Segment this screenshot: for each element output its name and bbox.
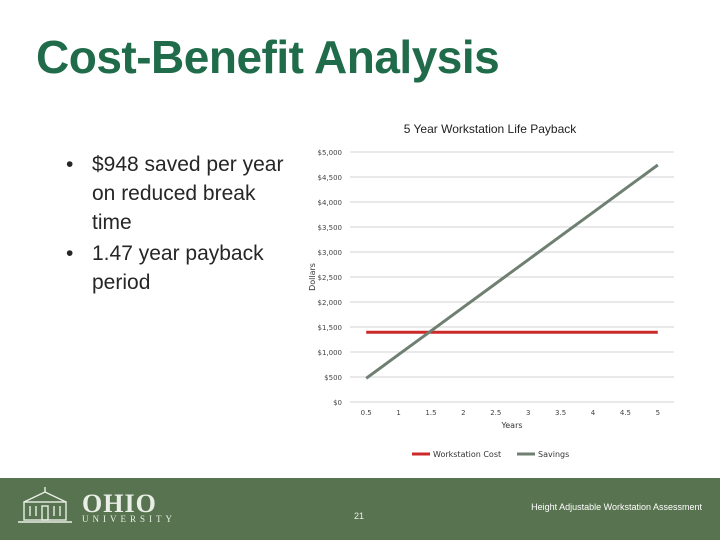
y-tick-label: $0 — [333, 399, 342, 407]
series-line-savings — [365, 163, 659, 380]
payback-chart: $0 $500 $1,000 $1,500 $2,000 $2,500 $3,000 $3,5… — [308, 149, 674, 459]
y-tick-label: $1,000 — [318, 349, 343, 357]
university-logo-text: OHIO — [82, 489, 157, 518]
x-tick-label: 1.5 — [425, 409, 436, 417]
x-tick-label: 2.5 — [490, 409, 501, 417]
university-seal-icon — [18, 487, 72, 523]
y-tick-label: $3,000 — [318, 249, 343, 257]
legend-label: Workstation Cost — [433, 450, 501, 459]
y-tick-label: $2,000 — [318, 299, 343, 307]
y-tick-label: $1,500 — [318, 324, 343, 332]
y-tick-label: $3,500 — [318, 224, 343, 232]
x-tick-label: 2 — [461, 409, 465, 417]
x-axis-label: Years — [500, 421, 522, 430]
x-tick-label: 1 — [396, 409, 400, 417]
y-axis-label: Dollars — [308, 263, 317, 291]
y-tick-label: $4,000 — [318, 199, 343, 207]
x-tick-label: 0.5 — [361, 409, 372, 417]
x-tick-label: 5 — [656, 409, 660, 417]
x-tick-label: 4 — [591, 409, 596, 417]
footer-caption: Height Adjustable Workstation Assessment — [531, 502, 702, 512]
y-tick-label: $5,000 — [318, 149, 343, 157]
legend-label: Savings — [538, 450, 569, 459]
y-tick-label: $4,500 — [318, 174, 343, 182]
page-number: 21 — [354, 511, 365, 521]
x-tick-label: 3 — [526, 409, 530, 417]
footer-bar — [0, 478, 720, 540]
chart-title: 5 Year Workstation Life Payback — [403, 122, 577, 136]
y-tick-label: $2,500 — [318, 274, 343, 282]
university-logo-subtext: UNIVERSITY — [82, 514, 176, 524]
bullet-list: $948 saved per year on reduced break tim… — [58, 150, 298, 299]
x-tick-label: 3.5 — [555, 409, 566, 417]
bullet-item: $948 saved per year on reduced break tim… — [58, 150, 298, 237]
slide-title: Cost-Benefit Analysis — [36, 31, 500, 83]
x-tick-label: 4.5 — [620, 409, 631, 417]
bullet-item: 1.47 year payback period — [58, 239, 298, 297]
y-tick-label: $500 — [324, 374, 342, 382]
